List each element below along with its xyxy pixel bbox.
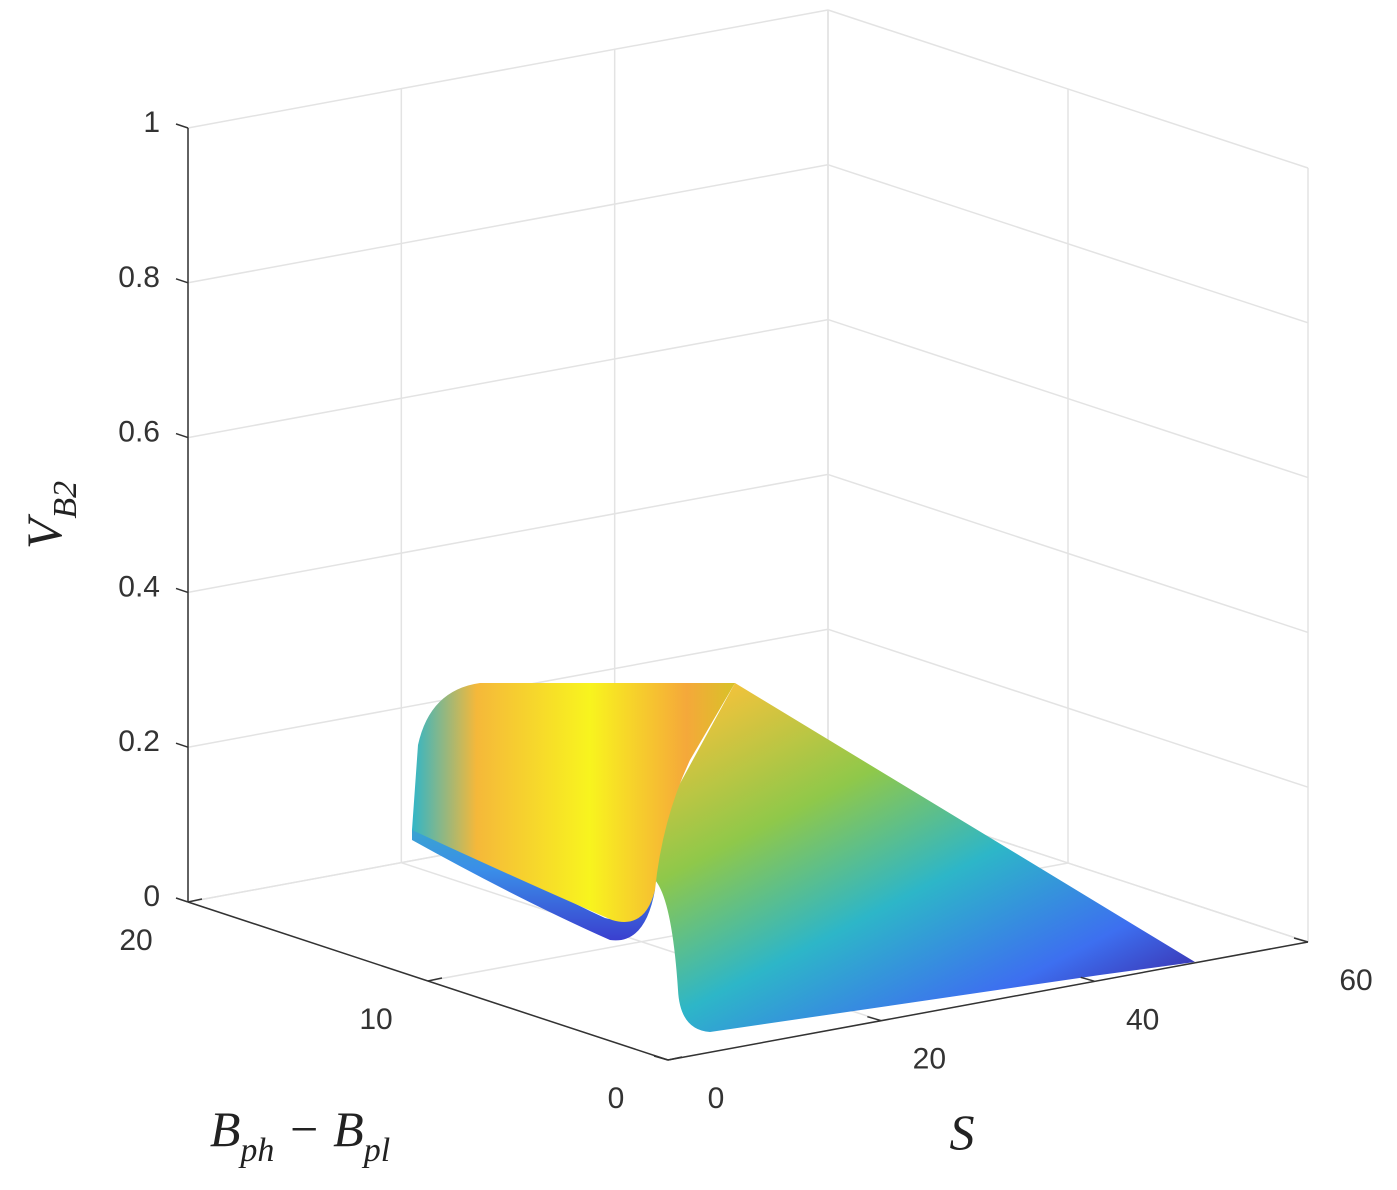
surface-curl — [412, 683, 735, 922]
z-tick — [175, 897, 189, 903]
x-axis — [667, 941, 1309, 1061]
z-tick-label: 0.6 — [118, 416, 160, 449]
grid-line — [187, 9, 829, 129]
grid-line — [187, 473, 829, 594]
x-tick — [1293, 937, 1309, 943]
x-tick-label: 40 — [1126, 1003, 1159, 1036]
surface — [412, 683, 1195, 1032]
z-tick — [175, 278, 189, 284]
z-tick-label: 1 — [143, 106, 160, 139]
z-tick-label: 0.8 — [118, 261, 160, 294]
grid-line — [187, 318, 829, 439]
z-tick-label: 0 — [143, 880, 160, 913]
z-tick — [175, 123, 189, 129]
y-axis-label: Bph − Bpl — [210, 1101, 390, 1169]
grid-line — [187, 164, 829, 284]
x-tick-label: 20 — [913, 1043, 946, 1076]
x-axis-label: S — [950, 1104, 975, 1160]
z-tick — [175, 742, 189, 748]
y-tick — [427, 977, 443, 982]
x-tick-label: 0 — [708, 1082, 725, 1115]
z-tick-label: 0.4 — [118, 570, 160, 603]
x-tick — [1080, 976, 1095, 983]
x-tick — [653, 1055, 669, 1061]
y-tick-label: 0 — [608, 1082, 625, 1115]
surface-slope — [655, 683, 1195, 1032]
z-tick — [175, 432, 189, 439]
y-tick — [667, 1056, 683, 1061]
y-tick — [187, 898, 203, 903]
y-tick-label: 20 — [119, 924, 152, 957]
z-tick — [175, 587, 189, 594]
z-tick-label: 0.2 — [118, 725, 160, 758]
y-tick-label: 10 — [359, 1003, 392, 1036]
z-axis-label: VB2 — [16, 481, 84, 549]
x-tick — [867, 1015, 882, 1022]
x-tick-label: 60 — [1339, 964, 1372, 997]
